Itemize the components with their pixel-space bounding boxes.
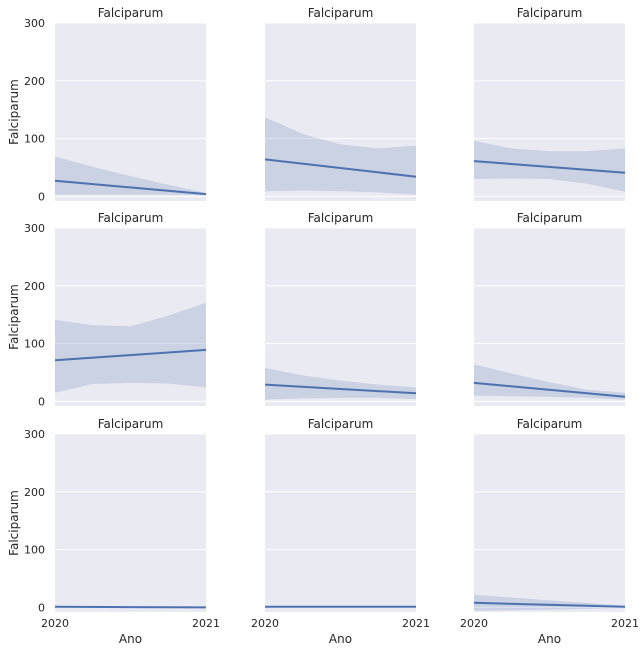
y-tick-label: 0 xyxy=(38,190,45,203)
y-tick-label: 100 xyxy=(24,338,45,351)
panel-background xyxy=(265,23,416,201)
y-tick-label: 100 xyxy=(24,544,45,557)
facet-panel-1: Falciparum 0 100 200 300 Falciparum xyxy=(7,6,207,203)
x-tick-label: 2021 xyxy=(402,617,430,630)
facet-panel-6: Falciparum xyxy=(473,211,626,406)
regression-line xyxy=(54,348,207,362)
regression-line xyxy=(473,381,626,398)
panel-title: Falciparum xyxy=(517,6,583,20)
confidence-band xyxy=(55,302,206,393)
y-axis-label: Falciparum xyxy=(7,79,21,145)
panel-title: Falciparum xyxy=(517,211,583,225)
facet-panel-5: Falciparum xyxy=(264,211,417,406)
panel-background xyxy=(55,228,206,406)
panel-title: Falciparum xyxy=(517,417,583,431)
regression-line xyxy=(473,601,626,608)
panel-title: Falciparum xyxy=(98,417,164,431)
x-tick-label: 2021 xyxy=(611,617,639,630)
facet-panel-2: Falciparum xyxy=(264,6,417,201)
x-tick-label: 2020 xyxy=(41,617,69,630)
panel-background xyxy=(265,434,416,612)
x-axis-label: Ano xyxy=(119,632,142,646)
y-tick-label: 200 xyxy=(24,486,45,499)
x-tick-label: 2020 xyxy=(460,617,488,630)
confidence-band xyxy=(474,364,625,400)
facet-panel-8: Falciparum 2020 2021 Ano xyxy=(251,417,430,646)
y-tick-label: 0 xyxy=(38,601,45,614)
panel-title: Falciparum xyxy=(308,6,374,20)
panel-background xyxy=(474,228,625,406)
regression-line xyxy=(54,179,207,196)
confidence-band xyxy=(265,117,416,195)
regression-line xyxy=(54,605,207,609)
regression-line xyxy=(264,158,417,178)
regression-line xyxy=(264,383,417,395)
panel-title: Falciparum xyxy=(98,6,164,20)
panel-background xyxy=(55,434,206,612)
facet-panel-3: Falciparum xyxy=(473,6,626,201)
y-axis-label: Falciparum xyxy=(7,490,21,556)
y-tick-label: 300 xyxy=(24,222,45,235)
y-tick-label: 200 xyxy=(24,280,45,293)
x-axis-label: Ano xyxy=(329,632,352,646)
x-tick-label: 2021 xyxy=(192,617,220,630)
panel-background xyxy=(474,434,625,612)
panel-title: Falciparum xyxy=(308,211,374,225)
y-axis-label: Falciparum xyxy=(7,284,21,350)
panel-title: Falciparum xyxy=(308,417,374,431)
panel-title: Falciparum xyxy=(98,211,164,225)
facet-panel-4: Falciparum 0 100 200 300 Falciparum xyxy=(7,211,207,408)
x-axis-label: Ano xyxy=(538,632,561,646)
panel-background xyxy=(55,23,206,201)
y-tick-label: 300 xyxy=(24,17,45,30)
facet-panel-9: Falciparum 2020 2021 Ano xyxy=(460,417,639,646)
y-tick-label: 200 xyxy=(24,75,45,88)
y-tick-label: 300 xyxy=(24,428,45,441)
regression-line xyxy=(473,160,626,174)
y-tick-label: 0 xyxy=(38,395,45,408)
y-tick-label: 100 xyxy=(24,133,45,146)
x-tick-label: 2020 xyxy=(251,617,279,630)
confidence-band xyxy=(55,156,206,196)
facet-panel-7: Falciparum 0 100 200 300 Falciparum 2020 2021 An… xyxy=(7,417,220,646)
panel-background xyxy=(265,228,416,406)
